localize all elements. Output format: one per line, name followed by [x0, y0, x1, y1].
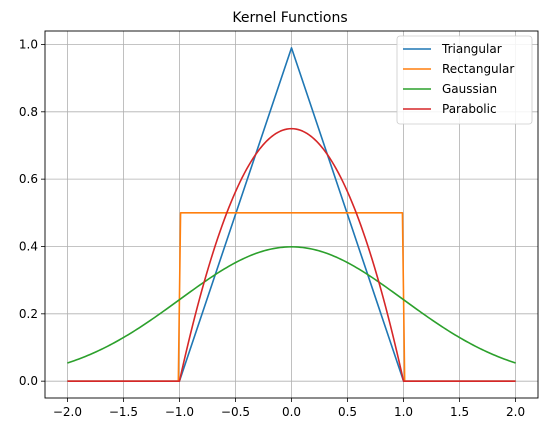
- x-tick-label: −2.0: [53, 405, 82, 419]
- legend-box: [396, 35, 533, 125]
- x-tick-label: 0.5: [338, 405, 357, 419]
- x-tick-label: 0.0: [282, 405, 301, 419]
- y-tick-label: 1.0: [19, 37, 38, 51]
- x-tick-label: 1.0: [394, 405, 413, 419]
- series-line-parabolic: [67, 127, 516, 382]
- y-tick-label: 0.0: [19, 374, 38, 388]
- x-tick-label: −0.5: [221, 405, 250, 419]
- y-tick-label: 0.2: [19, 307, 38, 321]
- legend-label-parabolic: Parabolic: [442, 102, 497, 116]
- y-tick-label: 0.6: [19, 172, 38, 186]
- legend-label-rectangular: Rectangular: [442, 62, 514, 76]
- axis-ticks: −2.0 −1.5 −1.0 −0.5 0.0 0.5 1.0 1.5 2.0 0.0 0.2 0.4…: [19, 37, 525, 419]
- x-tick-label: 1.5: [450, 405, 469, 419]
- y-tick-label: 0.4: [19, 239, 38, 253]
- x-tick-label: −1.0: [165, 405, 194, 419]
- x-tick-label: −1.5: [109, 405, 138, 419]
- plot-series: [67, 47, 516, 382]
- x-tick-label: 2.0: [506, 405, 525, 419]
- y-tick-label: 0.8: [19, 105, 38, 119]
- series-line-gaussian: [67, 246, 516, 364]
- chart-title: Kernel Functions: [232, 10, 347, 26]
- legend: Triangular Rectangular Gaussian Parabolic: [396, 35, 533, 125]
- legend-label-gaussian: Gaussian: [442, 82, 497, 96]
- legend-label-triangular: Triangular: [441, 42, 502, 56]
